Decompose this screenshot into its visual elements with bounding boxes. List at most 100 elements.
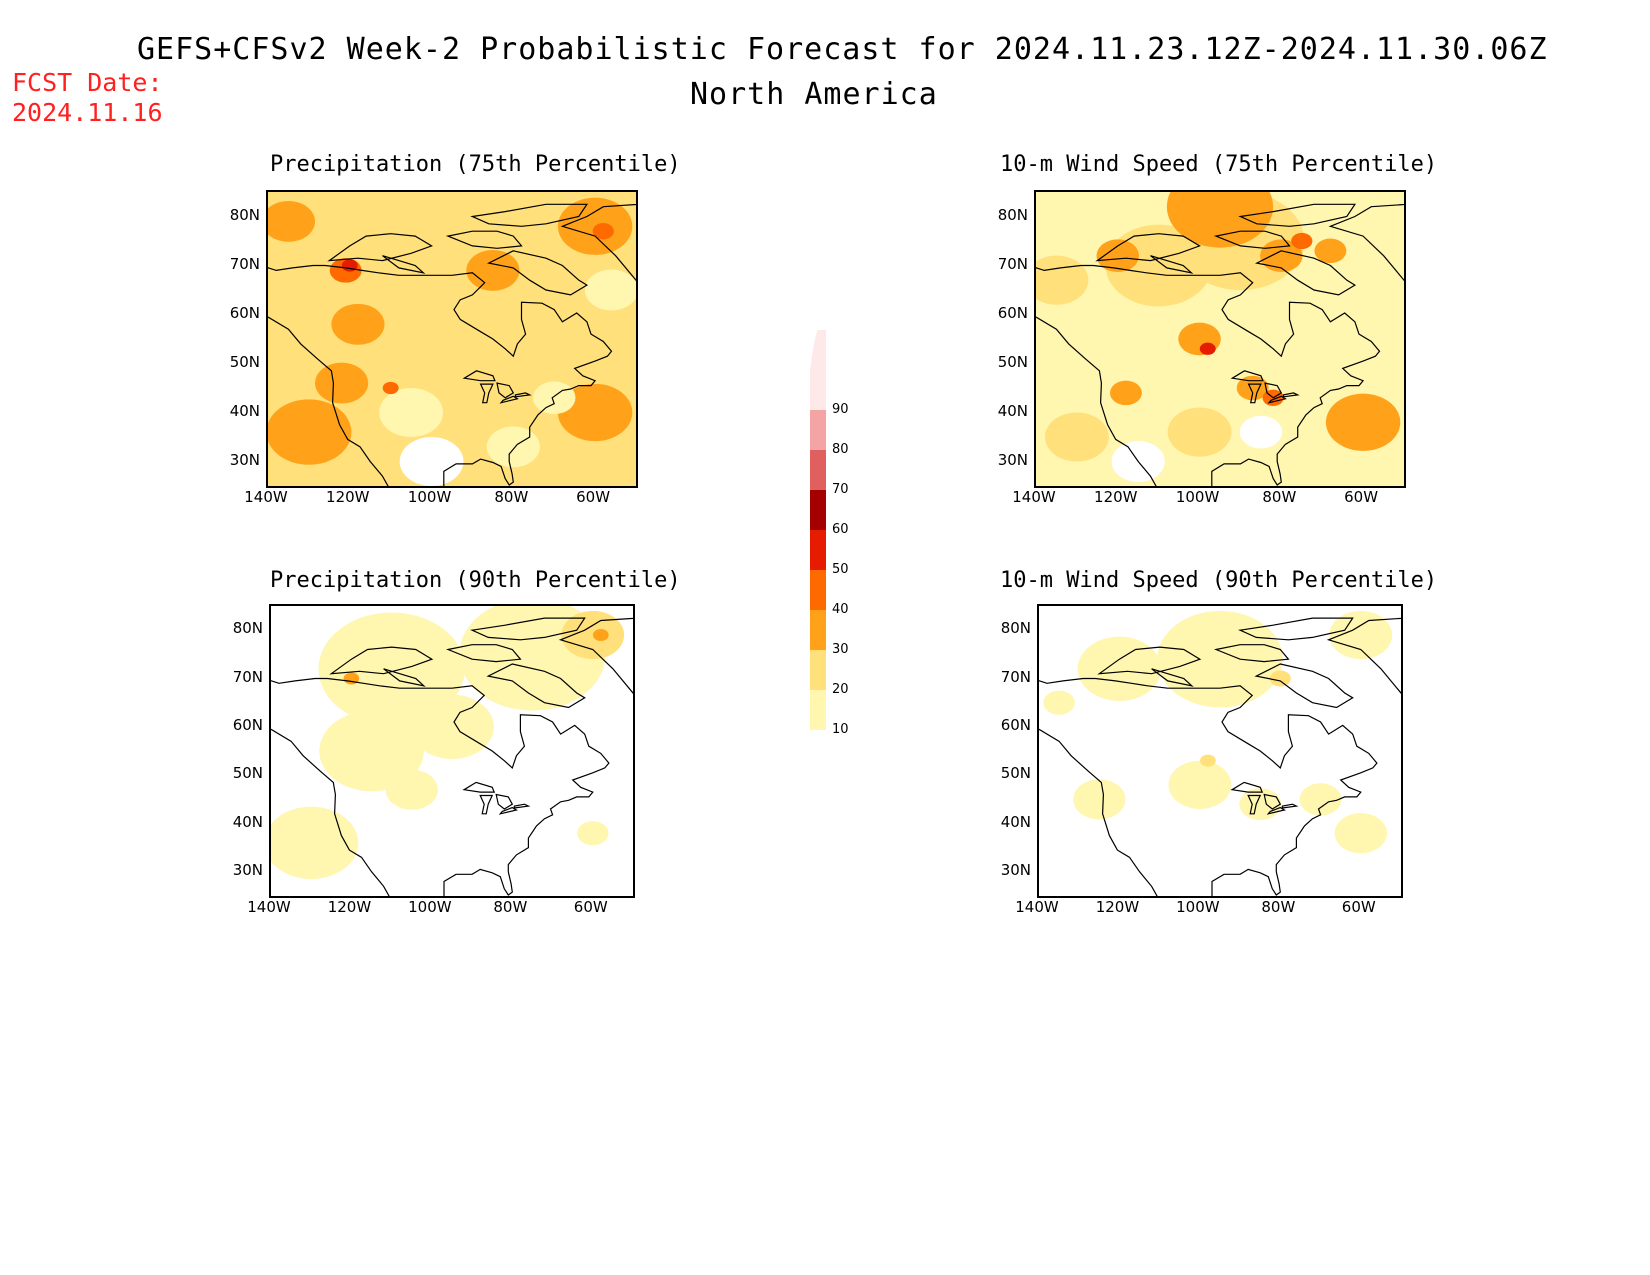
island-outline bbox=[445, 644, 522, 663]
lake-outline bbox=[1282, 392, 1300, 398]
region-subtitle: North America bbox=[690, 77, 938, 112]
lake-outline bbox=[499, 395, 519, 404]
probability-contour-area bbox=[1110, 380, 1142, 406]
island-outline bbox=[1151, 668, 1194, 687]
colorbar-swatch bbox=[810, 490, 826, 530]
probability-contour-area bbox=[1291, 232, 1313, 250]
probability-contour-area bbox=[318, 612, 465, 726]
longitude-tick-label: 140W bbox=[244, 488, 288, 506]
latitude-tick-label: 70N bbox=[229, 254, 260, 273]
panel-title: 10-m Wind Speed (90th Percentile) bbox=[1000, 568, 1438, 593]
probability-contour-area bbox=[466, 249, 520, 291]
probability-contour-area bbox=[1200, 754, 1216, 767]
colorbar-level-label: 40 bbox=[832, 602, 849, 617]
probability-contour-area bbox=[385, 769, 438, 810]
longitude-tick-label: 120W bbox=[326, 488, 370, 506]
latitude-tick-label: 30N bbox=[232, 860, 263, 879]
probability-contour-area bbox=[1166, 192, 1274, 248]
main-title: GEFS+CFSv2 Week-2 Probabilistic Forecast… bbox=[137, 32, 1548, 67]
map-plot bbox=[269, 604, 635, 898]
lake-outline bbox=[498, 806, 518, 815]
lake-outline bbox=[514, 392, 532, 398]
lake-outline bbox=[1264, 382, 1283, 399]
lake-outline bbox=[1267, 395, 1287, 404]
island-outline bbox=[1213, 230, 1291, 249]
probability-contour-area bbox=[315, 362, 369, 404]
colorbar-swatch bbox=[810, 570, 826, 610]
map-svg bbox=[1036, 192, 1404, 486]
colorbar-level-label: 70 bbox=[832, 482, 849, 497]
map-plot bbox=[266, 190, 638, 488]
latitude-tick-label: 60N bbox=[1000, 715, 1031, 734]
latitude-tick-label: 40N bbox=[232, 812, 263, 831]
latitude-tick-label: 40N bbox=[229, 401, 260, 420]
probability-contour-area bbox=[268, 399, 352, 465]
longitude-tick-label: 120W bbox=[327, 898, 372, 916]
island-outline bbox=[470, 203, 589, 227]
longitude-tick-label: 80W bbox=[494, 488, 529, 506]
latitude-tick-label: 50N bbox=[997, 352, 1028, 371]
probability-contour-area bbox=[592, 628, 609, 642]
longitude-tick-label: 140W bbox=[1015, 898, 1059, 916]
longitude-tick-label: 80W bbox=[1262, 488, 1297, 506]
probability-contour-area bbox=[268, 200, 316, 242]
panel-title: Precipitation (75th Percentile) bbox=[270, 152, 681, 177]
map-plot bbox=[1037, 604, 1403, 898]
longitude-tick-label: 140W bbox=[247, 898, 291, 916]
probability-contour-area bbox=[379, 387, 444, 438]
colorbar-swatch bbox=[810, 690, 826, 730]
longitude-tick-label: 60W bbox=[1344, 488, 1379, 506]
probability-contour-area bbox=[1199, 342, 1216, 355]
probability-contour-area bbox=[1239, 415, 1283, 449]
probability-contour-area bbox=[486, 426, 540, 468]
map-svg bbox=[271, 606, 633, 896]
forecast-date-label: FCST Date: bbox=[12, 68, 163, 97]
probability-contour-area bbox=[561, 610, 625, 660]
probability-contour-area bbox=[557, 383, 633, 442]
probability-contour-area bbox=[1325, 393, 1401, 451]
longitude-tick-label: 100W bbox=[1176, 898, 1220, 916]
longitude-tick-label: 80W bbox=[493, 898, 528, 916]
colorbar-swatch bbox=[810, 650, 826, 690]
probability-contour-area bbox=[1044, 412, 1109, 462]
longitude-tick-label: 100W bbox=[408, 898, 452, 916]
probability-contour-area bbox=[1239, 788, 1282, 821]
map-svg bbox=[268, 192, 636, 486]
island-outline bbox=[486, 250, 589, 296]
lake-outline bbox=[462, 781, 496, 793]
coastline bbox=[1039, 677, 1378, 896]
probability-contour-area bbox=[1157, 610, 1283, 708]
latitude-tick-label: 70N bbox=[997, 254, 1028, 273]
probability-contour-area bbox=[577, 821, 609, 846]
probability-contour-area bbox=[1334, 813, 1387, 854]
latitude-tick-label: 60N bbox=[229, 303, 260, 322]
probability-contour-area bbox=[410, 694, 494, 760]
latitude-tick-label: 80N bbox=[229, 205, 260, 224]
probability-contour-area bbox=[1077, 636, 1162, 702]
probability-contour-area bbox=[1043, 690, 1075, 715]
longitude-tick-label: 120W bbox=[1095, 898, 1140, 916]
coastline bbox=[1039, 728, 1158, 896]
latitude-tick-label: 80N bbox=[232, 619, 263, 638]
probability-contour-area bbox=[584, 269, 636, 311]
island-outline bbox=[469, 617, 586, 641]
latitude-tick-label: 60N bbox=[232, 715, 263, 734]
map-plot bbox=[1034, 190, 1406, 488]
colorbar-swatch bbox=[810, 450, 826, 490]
colorbar-level-label: 60 bbox=[832, 522, 849, 537]
longitude-tick-label: 100W bbox=[407, 488, 452, 506]
coastline bbox=[268, 316, 389, 486]
latitude-tick-label: 50N bbox=[229, 352, 260, 371]
colorbar-level-label: 10 bbox=[832, 722, 849, 737]
latitude-tick-label: 40N bbox=[997, 401, 1028, 420]
lake-outline bbox=[1247, 794, 1262, 815]
colorbar-level-label: 80 bbox=[832, 442, 849, 457]
island-outline bbox=[560, 203, 636, 282]
probability-contour-area bbox=[271, 806, 359, 880]
panel-title: 10-m Wind Speed (75th Percentile) bbox=[1000, 152, 1438, 177]
colorbar-top-cap bbox=[810, 330, 826, 370]
island-outline bbox=[1213, 644, 1290, 663]
latitude-tick-label: 80N bbox=[1000, 619, 1031, 638]
probability-contour-area bbox=[1036, 255, 1089, 305]
latitude-tick-label: 70N bbox=[232, 667, 263, 686]
